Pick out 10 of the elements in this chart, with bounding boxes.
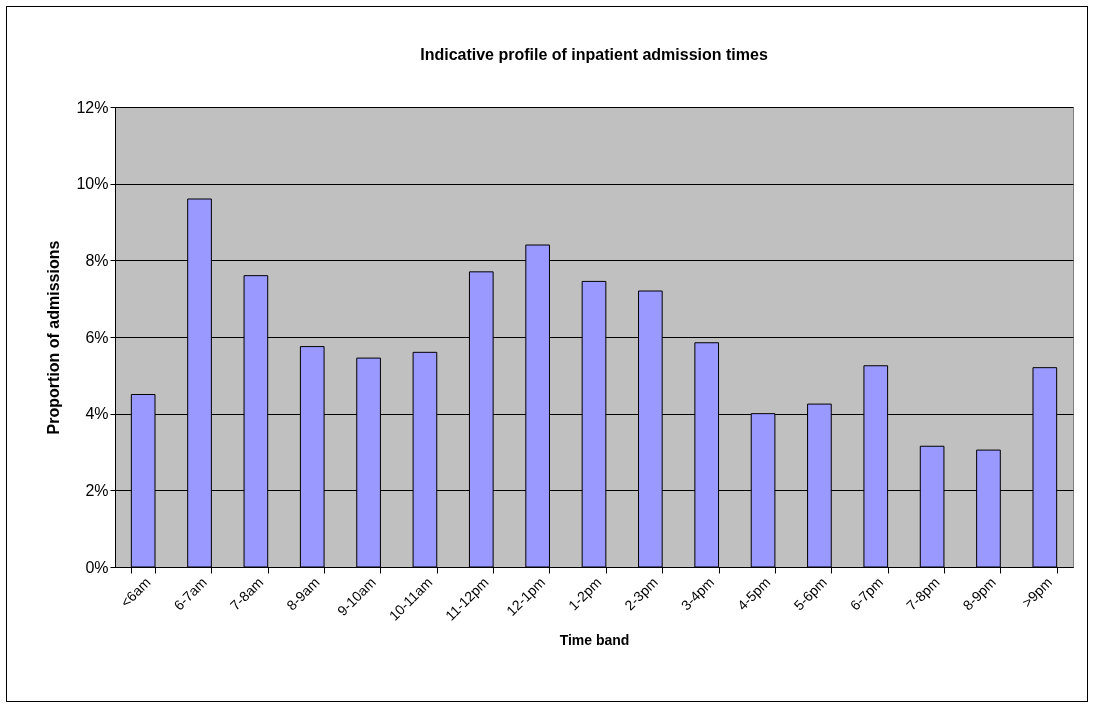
y-tick-label: 4%	[85, 405, 109, 423]
x-axis-title: Time band	[559, 631, 630, 648]
y-tick-label: 12%	[76, 98, 109, 116]
y-axis-title: Proportion of admissions	[45, 240, 63, 435]
y-tick-label: 0%	[85, 558, 109, 576]
y-tick-label: 6%	[85, 328, 109, 346]
y-tick-label: 10%	[76, 175, 109, 193]
y-tick-label: 2%	[85, 481, 109, 499]
chart-title: Indicative profile of inpatient admission times	[420, 46, 768, 63]
y-tick-label: 8%	[85, 251, 109, 269]
